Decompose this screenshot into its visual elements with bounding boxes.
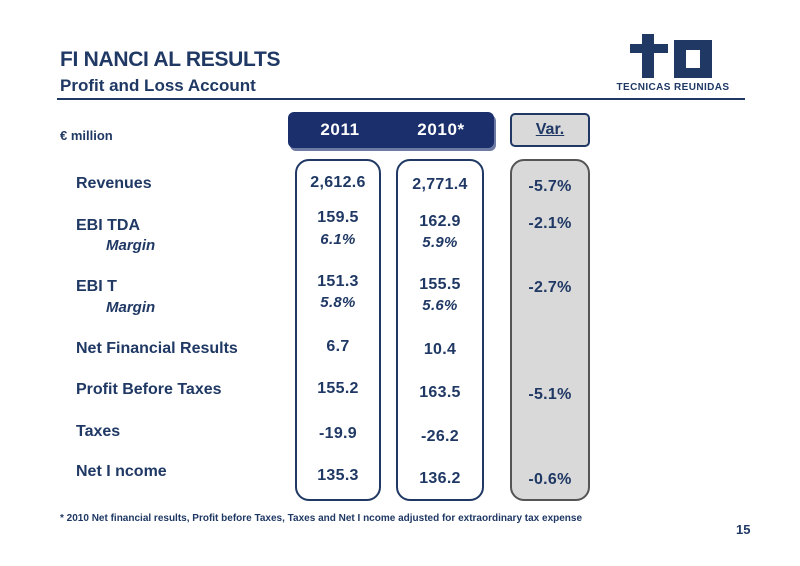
row-label-ebit-margin: Margin <box>106 299 156 316</box>
cell-ebit-margin-2011: 5.8% <box>320 294 356 311</box>
row-label-ebit: EBI T <box>76 278 117 295</box>
cell-revenues-2011: 2,612.6 <box>310 174 366 191</box>
cell-net-income-2011: 135.3 <box>317 467 359 484</box>
footnote: * 2010 Net financial results, Profit bef… <box>60 513 583 524</box>
cell-ebit-2010: 155.5 <box>419 276 461 293</box>
row-label-ebitda-margin: Margin <box>106 237 156 254</box>
cell-pbt-2011: 155.2 <box>317 380 359 397</box>
cell-taxes-2010: -26.2 <box>421 428 459 445</box>
column-header-2010: 2010* <box>417 120 465 139</box>
cell-net-financial-2011: 6.7 <box>326 338 350 355</box>
page-title: FI NANCI AL RESULTS <box>60 48 281 71</box>
cell-revenues-var: -5.7% <box>528 178 572 195</box>
cell-ebit-var: -2.7% <box>528 279 572 296</box>
cell-ebitda-margin-2010: 5.9% <box>422 234 458 251</box>
cell-ebitda-margin-2011: 6.1% <box>320 231 356 248</box>
cell-pbt-var: -5.1% <box>528 386 572 403</box>
page-subtitle: Profit and Loss Account <box>60 76 256 95</box>
company-logo-icon <box>630 34 712 78</box>
row-label-taxes: Taxes <box>76 423 121 440</box>
cell-ebitda-var: -2.1% <box>528 215 572 232</box>
unit-label: € million <box>60 128 113 143</box>
cell-ebitda-2011: 159.5 <box>317 209 359 226</box>
column-header-var: Var. <box>535 121 565 138</box>
row-label-profit-before-taxes: Profit Before Taxes <box>76 381 222 398</box>
cell-taxes-2011: -19.9 <box>319 425 357 442</box>
row-label-net-income: Net I ncome <box>76 463 167 480</box>
row-label-ebitda: EBI TDA <box>76 217 140 234</box>
page-number: 15 <box>736 522 751 537</box>
cell-pbt-2010: 163.5 <box>419 384 461 401</box>
column-header-2011: 2011 <box>320 120 360 139</box>
cell-revenues-2010: 2,771.4 <box>412 176 468 193</box>
year-header-box <box>288 112 494 148</box>
cell-ebit-margin-2010: 5.6% <box>422 297 458 314</box>
header-divider <box>57 98 745 100</box>
column-frame-2010 <box>396 159 484 501</box>
cell-ebit-2011: 151.3 <box>317 273 359 290</box>
column-frame-2011 <box>295 159 381 501</box>
row-label-revenues: Revenues <box>76 175 152 192</box>
cell-net-income-2010: 136.2 <box>419 470 461 487</box>
var-header-box <box>510 113 590 147</box>
column-frame-var <box>510 159 590 501</box>
cell-net-income-var: -0.6% <box>528 471 572 488</box>
cell-ebitda-2010: 162.9 <box>419 213 461 230</box>
row-label-net-financial-results: Net Financial Results <box>76 340 238 357</box>
cell-net-financial-2010: 10.4 <box>423 341 457 358</box>
logo-text: TECNICAS REUNIDAS <box>616 82 730 93</box>
